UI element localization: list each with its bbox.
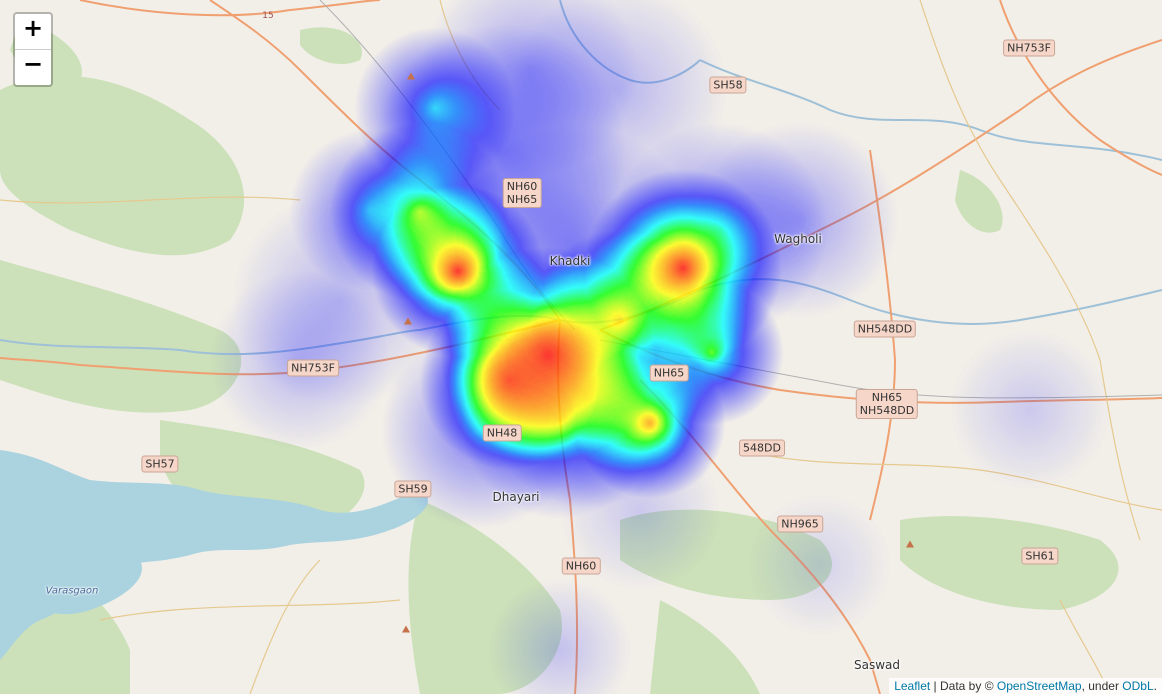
- road-shield-sh58: SH58: [709, 76, 747, 94]
- peak-icon: [407, 72, 415, 80]
- attribution-sep: | Data by ©: [930, 679, 997, 693]
- osm-link[interactable]: OpenStreetMap: [996, 679, 1082, 693]
- zoom-in-button[interactable]: +: [15, 14, 51, 50]
- road-shield-548dd: 548DD: [739, 439, 785, 457]
- road-shield-nh48: NH48: [482, 424, 522, 442]
- road-shield-nh65-center: NH65: [649, 364, 689, 382]
- road-shield-nh65-nh548dd: NH65 NH548DD: [855, 389, 919, 419]
- attribution-under: , under: [1081, 679, 1123, 693]
- place-label-wagholi: Wagholi: [774, 232, 822, 246]
- attribution: Leaflet | Data by © OpenStreetMap, under…: [889, 678, 1162, 694]
- peak-icon: [906, 540, 914, 548]
- attribution-end: .: [1153, 679, 1157, 693]
- road-shield-nh548dd: NH548DD: [853, 320, 917, 338]
- place-label-dhayari: Dhayari: [492, 490, 540, 504]
- road-shield-nh60-s: NH60: [561, 557, 601, 575]
- peak-icon: [404, 317, 412, 325]
- road-shield-nh965: NH965: [777, 515, 823, 533]
- place-label-khadki: Khadki: [549, 254, 591, 268]
- peak-icon: [402, 625, 410, 633]
- road-shield-nh753f-w: NH753F: [287, 359, 339, 377]
- road-shield-nh753f-ne: NH753F: [1003, 39, 1055, 57]
- place-label-road-15: 15: [262, 11, 274, 21]
- zoom-out-button[interactable]: −: [22, 50, 44, 78]
- road-shield-sh57: SH57: [141, 455, 179, 473]
- zoom-control: + −: [13, 12, 53, 87]
- place-label-varasgaon: Varasgaon: [45, 585, 99, 597]
- road-shield-sh59: SH59: [394, 480, 432, 498]
- place-label-saswad: Saswad: [853, 658, 901, 672]
- road-shield-sh61: SH61: [1021, 547, 1059, 565]
- odbl-link[interactable]: ODbL: [1122, 679, 1154, 693]
- road-shield-nh60-nh65: NH60 NH65: [502, 178, 542, 208]
- leaflet-link[interactable]: Leaflet: [894, 679, 931, 693]
